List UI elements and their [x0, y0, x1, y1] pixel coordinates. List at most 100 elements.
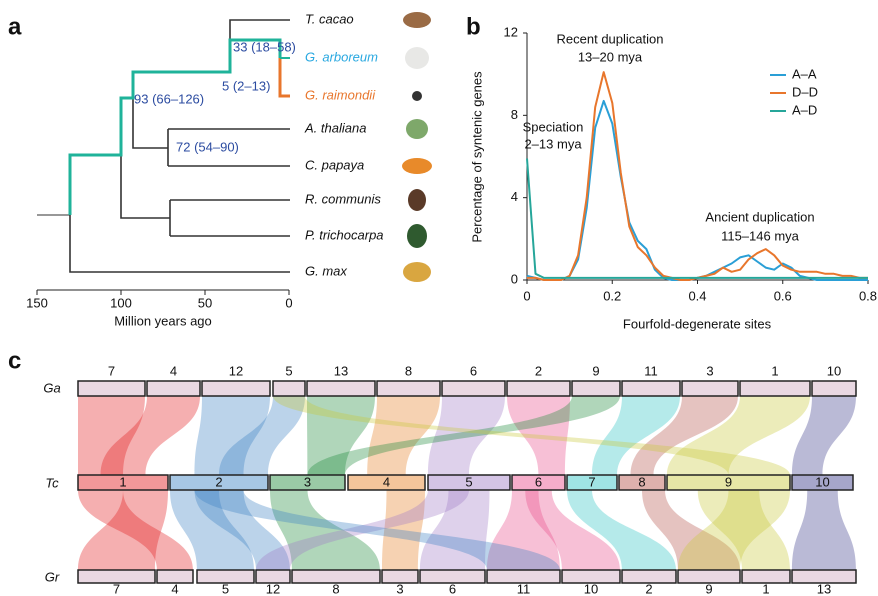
chromosome-label: 12 [266, 581, 280, 596]
chromosome [442, 381, 505, 396]
annotation: 13–20 mya [578, 49, 643, 64]
x-tick-label: 0.4 [688, 288, 706, 303]
chromosome [202, 381, 270, 396]
chromosome-label: 10 [815, 474, 829, 489]
x-tick-label: 150 [26, 295, 48, 310]
node-label: 72 (54–90) [176, 139, 239, 154]
chromosome [740, 381, 810, 396]
chromosome-label: 9 [592, 363, 599, 378]
chromosome-label: 6 [449, 581, 456, 596]
chromosome [507, 381, 570, 396]
chromosome-label: 2 [645, 581, 652, 596]
chromosome-label: 3 [396, 581, 403, 596]
chromosome-label: 1 [119, 474, 126, 489]
annotation: Recent duplication [557, 31, 664, 46]
x-tick-label: 0 [523, 288, 530, 303]
figure: a b c T. cacao G. arboreum G. raimondii A. … [0, 0, 878, 596]
chromosome-label: 13 [817, 581, 831, 596]
taxon-label: A. thaliana [304, 120, 366, 135]
icon [403, 12, 431, 28]
taxon-label: G. arboreum [305, 49, 378, 64]
icon [412, 91, 422, 101]
chromosome [307, 381, 375, 396]
chromosome [78, 381, 145, 396]
x-tick-label: 50 [198, 295, 212, 310]
chromosome [812, 381, 856, 396]
node-label: 33 (18–58) [233, 39, 296, 54]
taxon-label: G. raimondii [305, 87, 376, 102]
chromosome-label: 1 [762, 581, 769, 596]
row-label: Ga [43, 380, 60, 395]
chromosome-label: 6 [470, 363, 477, 378]
x-tick-label: 0.2 [603, 288, 621, 303]
chromosome [682, 381, 738, 396]
x-tick-label: 0 [285, 295, 292, 310]
chromosome-label: 5 [222, 581, 229, 596]
chromosome-label: 3 [304, 474, 311, 489]
y-tick-label: 0 [511, 271, 518, 286]
icon [405, 47, 429, 69]
icon [403, 262, 431, 282]
row-label: Gr [45, 569, 60, 584]
chromosome-label: 9 [725, 474, 732, 489]
axis-title: Million years ago [114, 313, 212, 328]
node-label: 5 (2–13) [222, 78, 270, 93]
y-tick-label: 12 [504, 24, 518, 39]
taxa: T. cacao G. arboreum G. raimondii A. thalia… [304, 11, 384, 278]
chromosome-label: 2 [215, 474, 222, 489]
chromosome [622, 381, 680, 396]
chromosome-label: 7 [588, 474, 595, 489]
chromosome-label: 10 [584, 581, 598, 596]
taxon-label: P. trichocarpa [305, 227, 384, 242]
legend-label: A–A [792, 66, 817, 81]
cotton-lineage [70, 40, 280, 215]
row-label: Tc [45, 475, 59, 490]
chromosome-label: 6 [535, 474, 542, 489]
panel-label: c [8, 347, 21, 374]
chromosome [273, 381, 305, 396]
x-tick-label: 0.6 [774, 288, 792, 303]
chromosome [572, 381, 620, 396]
chromosome-label: 11 [517, 581, 531, 596]
x-axis-title: Fourfold-degenerate sites [623, 316, 772, 331]
chromosome-label: 4 [383, 474, 390, 489]
annotation: Ancient duplication [705, 209, 814, 224]
chromosome-label: 10 [827, 363, 841, 378]
icon [407, 224, 427, 248]
annotation: Speciation [523, 119, 584, 134]
panel-label: a [8, 13, 22, 40]
x-tick-label: 0.8 [859, 288, 877, 303]
legend-label: D–D [792, 84, 818, 99]
panel-label: b [466, 13, 481, 40]
chromosome-label: 7 [108, 363, 115, 378]
node-label: 93 (66–126) [134, 91, 204, 106]
chromosome-label: 2 [535, 363, 542, 378]
legend-label: A–D [792, 102, 817, 117]
icon [402, 158, 432, 174]
chromosome-label: 3 [706, 363, 713, 378]
ribbon [792, 490, 856, 570]
chromosome-label: 7 [113, 581, 120, 596]
chromosome-label: 11 [644, 363, 658, 378]
annotation: 2–13 mya [524, 136, 582, 151]
y-axis-title: Percentage of syntenic genes [469, 71, 484, 243]
taxon-label: G. max [305, 263, 347, 278]
chromosome-label: 8 [638, 474, 645, 489]
chromosome-label: 4 [171, 581, 178, 596]
chromosome-label: 5 [465, 474, 472, 489]
icon [408, 189, 426, 211]
y-tick-label: 4 [511, 189, 518, 204]
chromosome-label: 9 [705, 581, 712, 596]
icon [406, 119, 428, 139]
x-tick-label: 100 [110, 295, 132, 310]
chromosome-label: 4 [170, 363, 177, 378]
chromosome [147, 381, 200, 396]
taxon-label: T. cacao [305, 11, 354, 26]
chromosome-label: 1 [771, 363, 778, 378]
chromosome-label: 5 [285, 363, 292, 378]
chromosome-label: 12 [229, 363, 243, 378]
chromosome-label: 8 [405, 363, 412, 378]
taxon-label: C. papaya [305, 157, 364, 172]
taxon-label: R. communis [305, 191, 381, 206]
y-tick-label: 8 [511, 107, 518, 122]
